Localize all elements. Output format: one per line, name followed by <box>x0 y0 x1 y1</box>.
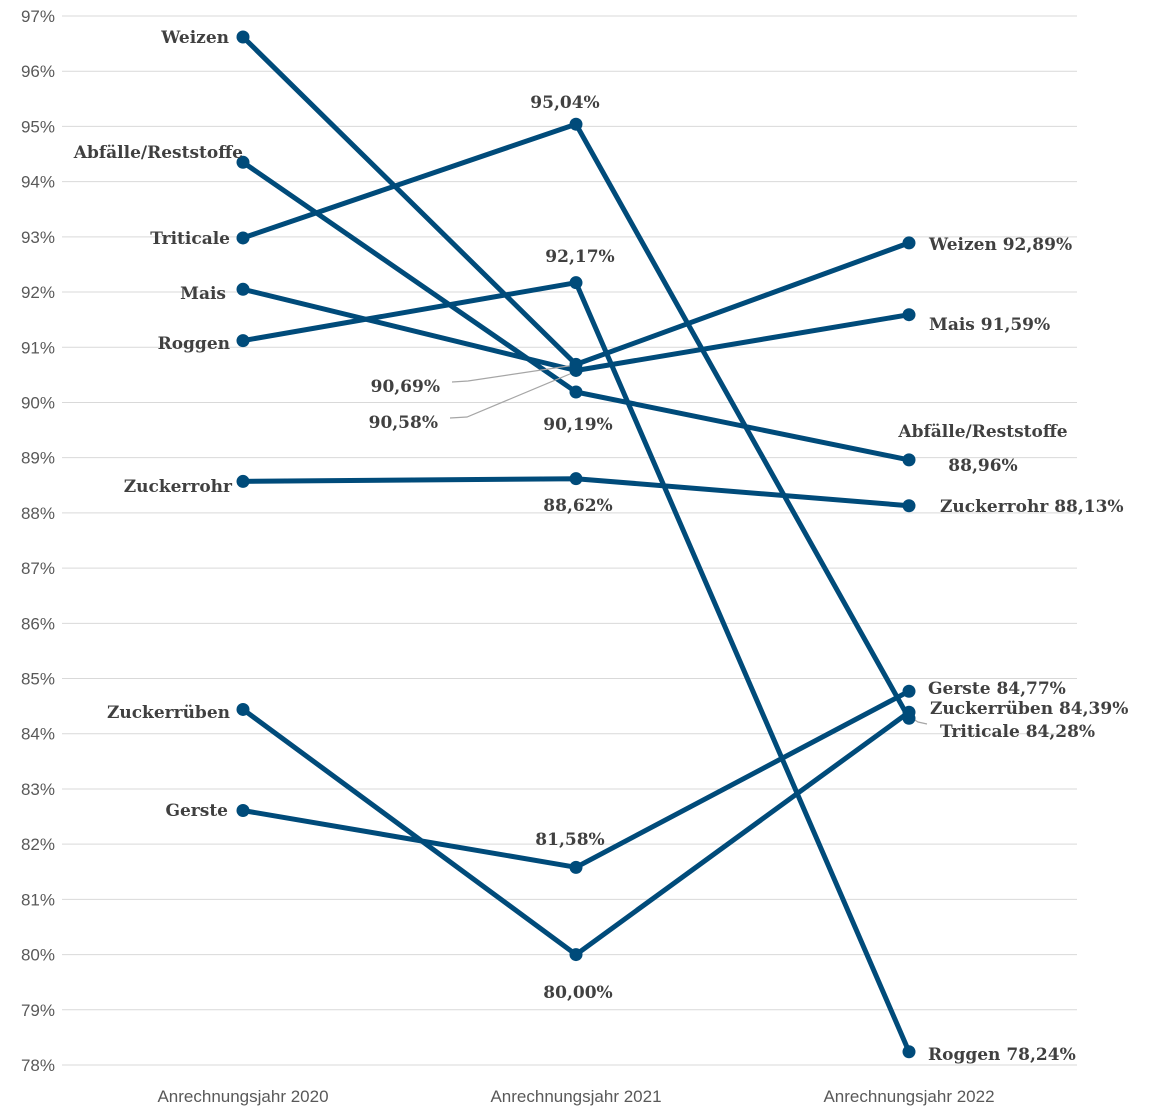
y-tick-label: 80% <box>21 946 55 965</box>
label-2020-abfaelle: Abfälle/Reststoffe <box>73 143 243 163</box>
label-2022-triticale: Triticale 84,28% <box>940 722 1095 742</box>
x-tick-label: Anrechnungsjahr 2021 <box>490 1087 661 1106</box>
y-tick-label: 85% <box>21 670 55 689</box>
label-2020-triticale: Triticale <box>150 229 230 249</box>
label-2022-mais: Mais 91,59% <box>929 315 1050 335</box>
data-point-roggen <box>236 334 250 348</box>
data-point-triticale <box>569 117 583 131</box>
y-tick-label: 87% <box>21 559 55 578</box>
label-2020-roggen: Roggen <box>158 334 230 354</box>
label-2020-zuckerrueben: Zuckerrüben <box>107 703 230 723</box>
data-point-triticale <box>236 231 250 245</box>
label-2021-90-19: 90,19% <box>543 415 612 435</box>
data-labels: Weizen Abfälle/Reststoffe Triticale Mais… <box>73 28 1129 1065</box>
label-2022-weizen: Weizen 92,89% <box>928 235 1072 255</box>
y-tick-label: 90% <box>21 393 55 412</box>
x-tick-label: Anrechnungsjahr 2022 <box>823 1087 994 1106</box>
data-point-abfaelle-reststoffe <box>569 385 583 399</box>
label-2022-roggen: Roggen 78,24% <box>928 1045 1076 1065</box>
y-tick-label: 92% <box>21 283 55 302</box>
y-tick-label: 78% <box>21 1056 55 1075</box>
y-tick-label: 82% <box>21 835 55 854</box>
data-point-abfaelle-reststoffe <box>902 453 916 467</box>
label-2020-zuckerrohr: Zuckerrohr <box>124 477 233 497</box>
data-point-roggen <box>569 276 583 290</box>
data-point-gerste <box>902 684 916 698</box>
label-2021-80-00: 80,00% <box>543 983 612 1003</box>
label-2020-gerste: Gerste <box>165 801 228 821</box>
label-2021-92-17: 92,17% <box>545 247 614 267</box>
data-point-zuckerrohr <box>902 499 916 513</box>
leader-line-90-58 <box>449 370 578 419</box>
label-2021-81-58: 81,58% <box>535 830 604 850</box>
series-points <box>236 30 916 1059</box>
x-axis-ticks: Anrechnungsjahr 2020 Anrechnungsjahr 2021… <box>157 1087 994 1106</box>
data-point-mais <box>902 308 916 322</box>
label-2020-weizen: Weizen <box>160 28 229 48</box>
x-tick-label: Anrechnungsjahr 2020 <box>157 1087 328 1106</box>
y-tick-label: 83% <box>21 780 55 799</box>
y-tick-label: 97% <box>21 7 55 26</box>
y-tick-label: 95% <box>21 117 55 136</box>
label-2021-90-58: 90,58% <box>369 413 438 433</box>
data-point-mais <box>569 363 583 377</box>
leader-line-90-69 <box>451 364 576 383</box>
label-2022-abfaelle: Abfälle/Reststoffe <box>897 422 1067 442</box>
y-tick-label: 88% <box>21 504 55 523</box>
label-2022-zuckerrohr: Zuckerrohr 88,13% <box>940 497 1124 517</box>
data-point-weizen <box>902 236 916 250</box>
y-tick-label: 94% <box>21 173 55 192</box>
data-point-gerste <box>236 803 250 817</box>
data-point-zuckerrueben <box>569 948 583 962</box>
data-point-abfaelle-reststoffe <box>236 155 250 169</box>
y-tick-label: 84% <box>21 725 55 744</box>
y-tick-label: 91% <box>21 338 55 357</box>
gridlines <box>62 15 1077 1066</box>
y-tick-label: 96% <box>21 62 55 81</box>
data-point-zuckerrueben <box>902 705 916 719</box>
label-2022-gerste: Gerste 84,77% <box>928 679 1066 699</box>
data-point-zuckerrueben <box>236 702 250 716</box>
label-2021-95-04: 95,04% <box>530 93 599 113</box>
y-tick-label: 79% <box>21 1001 55 1020</box>
y-axis-ticks: 97% 96% 95% 94% 93% 92% 91% 90% 89% 88% 87% 86% 85% 8… <box>21 7 55 1075</box>
data-point-weizen <box>236 30 250 44</box>
label-2020-mais: Mais <box>180 284 226 304</box>
y-tick-label: 93% <box>21 228 55 247</box>
label-2022-zuckerrueben: Zuckerrüben 84,39% <box>930 699 1128 719</box>
data-point-gerste <box>569 860 583 874</box>
y-tick-label: 86% <box>21 614 55 633</box>
data-point-mais <box>236 282 250 296</box>
label-2022-abfaelle-value: 88,96% <box>948 456 1017 476</box>
y-tick-label: 81% <box>21 890 55 909</box>
label-2021-88-62: 88,62% <box>543 496 612 516</box>
data-point-roggen <box>902 1045 916 1059</box>
data-point-zuckerrohr <box>236 474 250 488</box>
y-tick-label: 89% <box>21 449 55 468</box>
data-point-zuckerrohr <box>569 472 583 486</box>
label-2021-90-69: 90,69% <box>371 377 440 397</box>
